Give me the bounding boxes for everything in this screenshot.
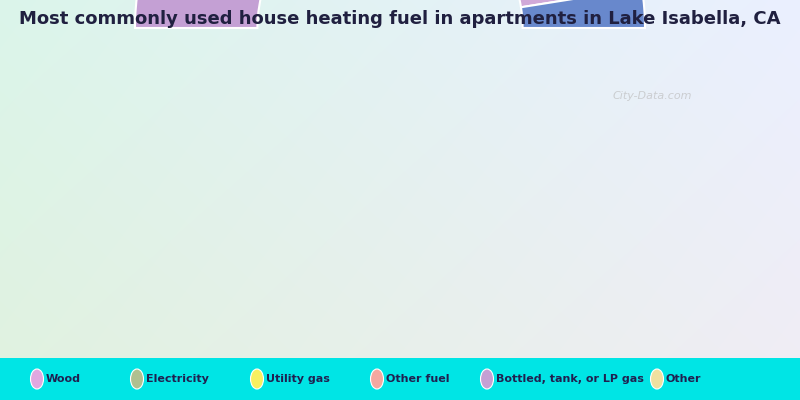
Text: Other fuel: Other fuel [386,374,450,384]
Text: City-Data.com: City-Data.com [612,91,692,101]
Ellipse shape [650,369,663,389]
Text: Wood: Wood [46,374,81,384]
Text: Other: Other [666,374,702,384]
Wedge shape [521,0,645,28]
Ellipse shape [370,369,383,389]
Text: Electricity: Electricity [146,374,209,384]
Wedge shape [518,0,642,7]
Text: Most commonly used house heating fuel in apartments in Lake Isabella, CA: Most commonly used house heating fuel in… [19,10,781,28]
Ellipse shape [30,369,43,389]
Ellipse shape [481,369,494,389]
Text: Bottled, tank, or LP gas: Bottled, tank, or LP gas [496,374,644,384]
Ellipse shape [130,369,143,389]
Ellipse shape [250,369,263,389]
Text: Utility gas: Utility gas [266,374,330,384]
Wedge shape [135,0,357,28]
